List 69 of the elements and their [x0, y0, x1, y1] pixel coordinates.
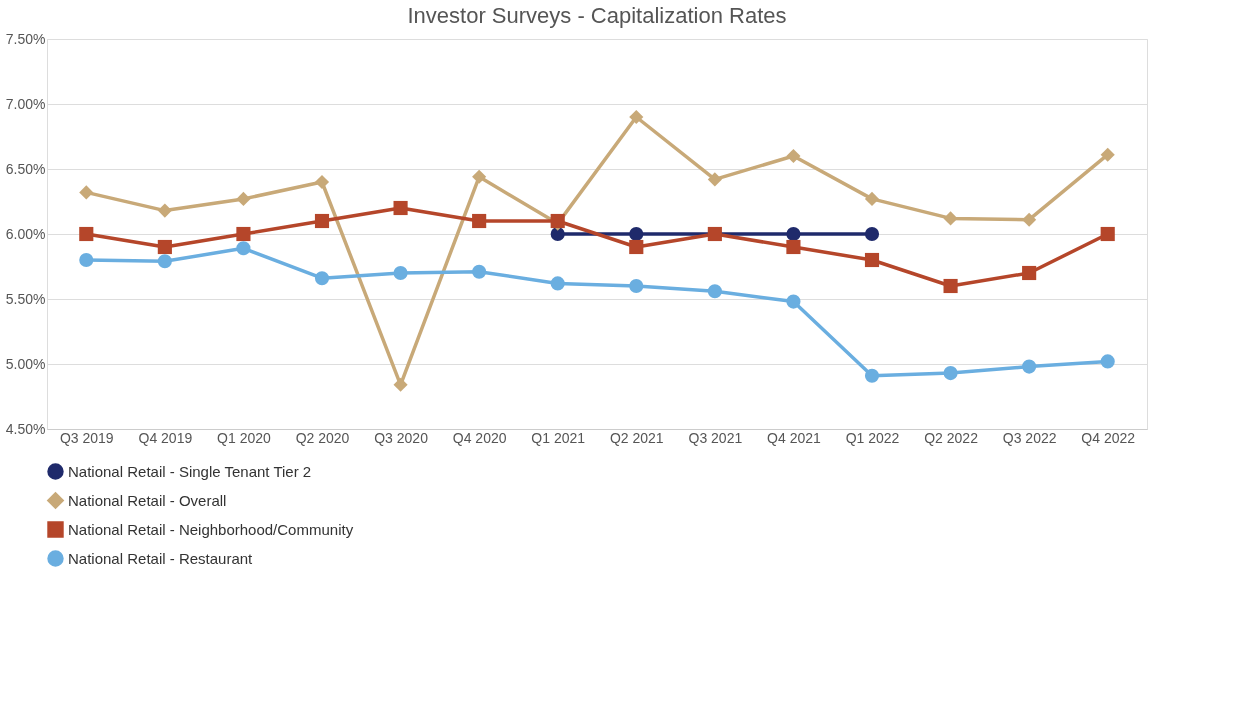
x-tick-label: Q4 2022 — [1081, 429, 1136, 446]
point — [786, 239, 801, 255]
x-tick-label: Q4 2019 — [138, 429, 193, 446]
point — [314, 174, 330, 190]
point — [393, 200, 408, 216]
point — [1100, 147, 1115, 162]
point — [707, 172, 722, 187]
point — [314, 271, 330, 286]
point — [1022, 212, 1037, 227]
legend-label: National Retail - Restaurant — [68, 549, 254, 567]
point — [157, 203, 172, 218]
x-tick-label: Q4 2020 — [452, 429, 507, 446]
point — [393, 265, 408, 281]
point — [1022, 359, 1037, 374]
y-tick-label: 6.50% — [5, 160, 46, 177]
point — [943, 366, 958, 381]
point — [629, 239, 644, 255]
point — [864, 252, 880, 268]
point — [707, 284, 722, 299]
point — [79, 226, 94, 242]
y-tick-label: 5.00% — [5, 355, 46, 372]
point — [314, 213, 330, 229]
point — [393, 377, 408, 392]
point — [472, 264, 487, 279]
point — [472, 213, 487, 229]
x-tick-label: Q3 2019 — [59, 429, 114, 446]
point — [79, 252, 94, 268]
point — [550, 226, 565, 242]
point — [786, 148, 801, 164]
x-tick-label: Q2 2022 — [924, 429, 979, 446]
point — [1100, 226, 1115, 242]
y-tick-label: 5.50% — [5, 290, 46, 307]
y-tick-label: 7.50% — [5, 30, 46, 47]
y-tick-label: 4.50% — [5, 420, 46, 437]
y-tick-label: 6.00% — [5, 225, 46, 242]
point — [943, 278, 958, 294]
point — [864, 191, 880, 206]
point — [943, 211, 958, 226]
legend-label: National Retail - Neighborhood/Community — [68, 520, 354, 538]
point — [629, 109, 644, 125]
point — [864, 368, 880, 383]
point — [864, 226, 880, 242]
point — [1100, 354, 1115, 369]
point — [157, 254, 172, 269]
x-tick-label: Q2 2021 — [609, 429, 664, 446]
point — [629, 278, 644, 294]
point — [786, 226, 801, 242]
y-tick-label: 7.00% — [5, 95, 46, 112]
x-tick-label: Q1 2022 — [845, 429, 900, 446]
chart-title: Investor Surveys - Capitalization Rates — [407, 3, 787, 28]
point — [236, 241, 251, 256]
point — [629, 226, 644, 242]
point — [472, 169, 487, 184]
point — [236, 226, 251, 242]
x-tick-label: Q4 2021 — [767, 429, 821, 446]
x-tick-label: Q2 2020 — [295, 429, 350, 446]
legend-label: National Retail - Overall — [68, 491, 227, 509]
legend-label: National Retail - Single Tenant Tier 2 — [68, 462, 312, 480]
x-tick-label: Q3 2021 — [688, 429, 743, 446]
point — [79, 185, 94, 200]
point — [1022, 265, 1037, 281]
x-tick-label: Q1 2021 — [531, 429, 586, 446]
point — [550, 276, 565, 291]
point — [236, 191, 251, 206]
x-tick-label: Q3 2020 — [374, 429, 429, 446]
x-tick-label: Q1 2020 — [217, 429, 271, 446]
x-tick-label: Q3 2022 — [1002, 429, 1057, 446]
point — [786, 294, 801, 309]
point — [157, 239, 172, 255]
